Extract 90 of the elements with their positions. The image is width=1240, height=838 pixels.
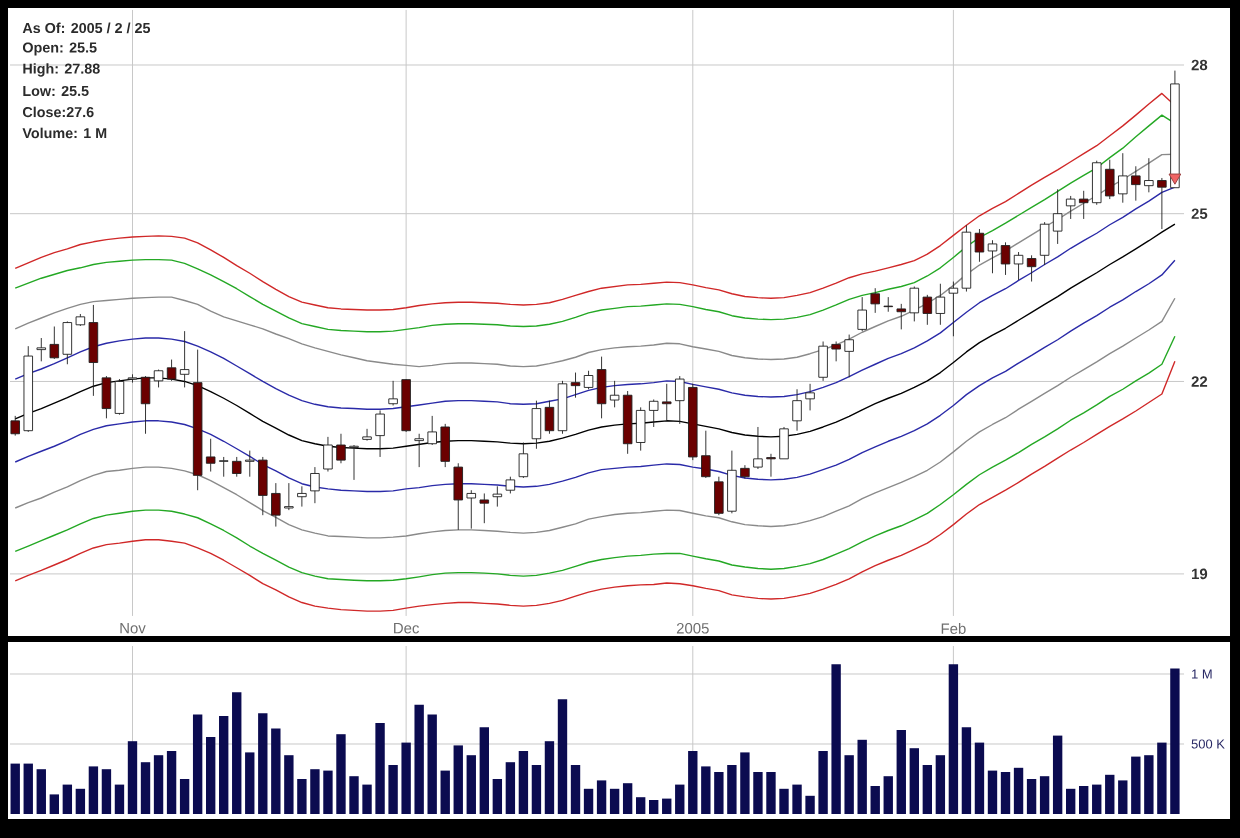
bar [479,727,489,814]
bar [23,763,33,814]
candlestick [479,493,490,524]
candlestick [883,296,893,313]
bar [1105,774,1115,814]
candlestick [1026,254,1037,282]
bar [75,788,86,814]
bar [635,797,646,814]
bar [440,770,450,814]
candlestick [505,476,516,494]
bar [518,751,529,814]
bar [531,765,542,814]
candlestick [375,409,385,458]
bar [505,762,516,814]
bar [688,751,698,814]
line-series [14,186,1176,410]
bar [987,770,998,814]
candlestick [492,485,503,508]
bar [675,784,685,814]
bar [1000,772,1011,814]
bar [232,692,242,814]
bar [649,800,659,814]
bar [10,763,20,814]
bar [961,727,972,814]
candlestick [570,372,581,399]
candlestick [362,428,372,440]
bar [974,742,985,814]
bar [909,748,919,814]
candlestick [114,378,125,414]
candlestick [140,376,151,435]
bar [49,794,59,814]
bar [140,762,151,814]
bar [557,699,568,814]
candlestick [127,373,138,384]
bar [166,751,177,814]
candlestick [310,466,320,504]
bar [596,780,607,814]
candlestick [792,388,802,432]
bar [870,786,880,814]
bar [609,788,620,814]
candlestick [974,228,985,263]
bar [258,713,268,814]
bar [88,766,99,814]
candlestick [297,485,307,508]
bar [153,755,164,814]
bar [883,776,893,814]
bar [622,783,633,814]
bar [570,765,581,814]
candlestick [557,380,568,435]
bar [948,664,959,814]
candlestick [531,400,542,450]
bar [179,779,190,814]
bar [922,765,933,814]
bar [245,752,255,814]
candlestick [101,375,112,419]
bar [466,755,476,814]
bar [36,769,46,814]
candlestick [857,296,867,332]
bar [1092,784,1102,814]
bar [1065,788,1076,814]
bar [896,730,906,814]
bar [1118,780,1128,814]
candlestick [518,442,529,478]
bar [192,714,203,814]
line-series [14,335,1176,582]
bar [101,769,112,814]
candlestick [1000,241,1011,276]
candlestick [1013,251,1024,281]
bar [453,745,463,814]
candlestick [544,400,555,435]
bar [662,798,672,814]
bar [1039,776,1050,814]
bar [1013,767,1024,814]
bar [62,784,73,814]
bar [583,788,594,814]
bar [935,755,946,814]
bar [127,741,138,814]
bar [114,784,125,814]
candlestick [870,287,880,314]
bar [1026,779,1037,814]
bar [1079,786,1089,814]
bar [1052,735,1063,814]
bar [219,716,229,814]
candlestick [805,383,815,411]
line-series [14,297,1176,539]
bar [427,714,437,814]
candlestick [987,239,998,274]
bar [492,779,503,814]
bar [205,737,216,814]
bar [544,741,555,814]
